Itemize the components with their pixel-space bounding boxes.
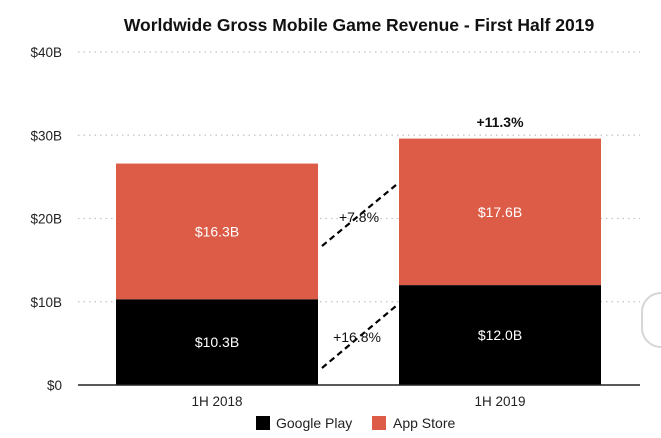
- chart-title: Worldwide Gross Mobile Game Revenue - Fi…: [124, 15, 595, 35]
- total-growth-label: +11.3%: [476, 114, 524, 130]
- legend-swatch-google-play: [256, 416, 270, 430]
- legend: Google Play App Store: [256, 415, 455, 431]
- bar-google-play: [116, 299, 318, 385]
- bars: $10.3B $16.3B $12.0B $17.6B: [116, 138, 601, 385]
- bar-app-store: [399, 138, 601, 286]
- google-play-growth-label: +16.8%: [333, 329, 381, 345]
- x-tick-label: 1H 2018: [191, 394, 242, 409]
- legend-label: Google Play: [276, 415, 352, 431]
- y-tick-label: $40B: [30, 45, 62, 60]
- bar-value-label: $17.6B: [478, 204, 522, 220]
- google-play-growth-connector: [321, 305, 397, 369]
- legend-swatch-app-store: [372, 416, 386, 430]
- x-axis-ticks: 1H 2018 1H 2019: [191, 394, 525, 409]
- bar-value-label: $16.3B: [195, 223, 239, 239]
- bar-google-play: [399, 285, 601, 385]
- y-tick-label: $30B: [30, 128, 62, 143]
- bar-value-label: $12.0B: [478, 327, 522, 343]
- y-tick-label: $10B: [30, 295, 62, 310]
- bar-app-store: [116, 163, 318, 300]
- app-store-growth-label: +7.8%: [339, 209, 379, 225]
- x-tick-label: 1H 2019: [474, 394, 525, 409]
- annotations: +7.8% +16.8% +11.3%: [321, 114, 524, 369]
- legend-label: App Store: [393, 415, 455, 431]
- y-axis-ticks: $0 $10B $20B $30B $40B: [30, 45, 62, 393]
- y-tick-label: $20B: [30, 212, 62, 227]
- scroll-indicator: [641, 292, 661, 348]
- y-tick-label: $0: [47, 378, 62, 393]
- app-store-growth-connector: [321, 184, 397, 247]
- bar-value-label: $10.3B: [195, 334, 239, 350]
